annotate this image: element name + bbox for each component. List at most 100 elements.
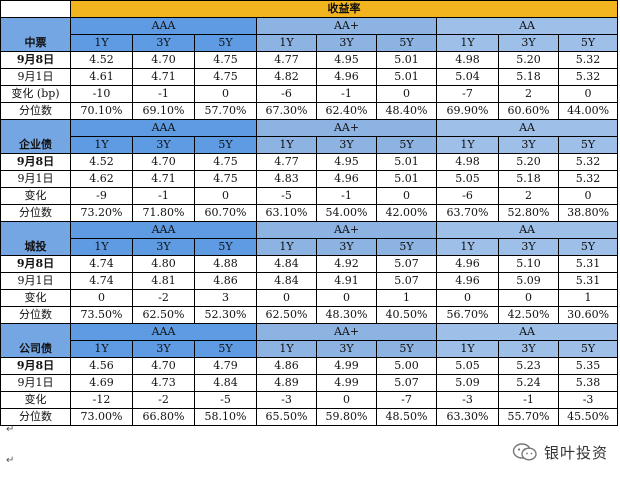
data-cell: 4.74	[70, 272, 133, 290]
row-label: 变化	[0, 289, 71, 307]
data-cell: 4.75	[194, 170, 257, 188]
table-row: 9月8日 4.74 4.80 4.88 4.84 4.92 5.07 4.96 5.10 5.31	[0, 255, 619, 273]
data-cell: 48.30%	[316, 306, 377, 324]
data-cell: 4.96	[436, 272, 499, 290]
data-cell: 48.50%	[376, 408, 437, 426]
rating-group-header: AA+	[256, 17, 437, 35]
row-label: 分位数	[0, 102, 71, 120]
data-cell: 4.96	[316, 170, 377, 188]
section-blank-cell: 企业债	[0, 119, 71, 154]
data-cell: 5.20	[498, 153, 559, 171]
data-cell: 5.07	[376, 374, 437, 392]
data-cell: 4.56	[70, 357, 133, 375]
row-label: 变化	[0, 187, 71, 205]
data-cell: 5.01	[376, 170, 437, 188]
data-cell: 45.50%	[557, 408, 619, 426]
data-cell: 0	[316, 289, 377, 307]
data-cell: 40.50%	[376, 306, 437, 324]
data-cell: 4.70	[132, 153, 195, 171]
data-cell: 52.80%	[498, 204, 559, 222]
data-cell: 4.69	[70, 374, 133, 392]
table-row: 分位数 70.10% 69.10% 57.70% 67.30% 62.40% 48.40% 6…	[0, 102, 619, 120]
data-cell: 5.01	[376, 51, 437, 69]
tenor-header: 1Y	[436, 136, 499, 154]
data-cell: 4.80	[132, 255, 195, 273]
rating-group-row: 公司债 AAA AA+ AA	[0, 323, 619, 358]
data-cell: 4.73	[132, 374, 195, 392]
tenor-header: 5Y	[557, 136, 619, 154]
data-cell: 4.75	[194, 51, 257, 69]
data-cell: -1	[132, 85, 195, 103]
rating-group-row: 中票 AAA AA+ AA	[0, 17, 619, 52]
data-cell: 0	[376, 85, 437, 103]
table-row: 9月1日 4.61 4.71 4.75 4.82 4.96 5.01 5.04 5.18 5.32	[0, 68, 619, 86]
data-cell: 5.01	[376, 68, 437, 86]
tenor-header: 1Y	[256, 34, 317, 52]
data-cell: 4.70	[132, 51, 195, 69]
data-cell: 4.70	[132, 357, 195, 375]
data-cell: -1	[316, 85, 377, 103]
data-cell: -2	[132, 391, 195, 409]
section-blank-cell: 城投	[0, 221, 71, 256]
data-cell: 73.00%	[70, 408, 133, 426]
rating-group-header: AA	[435, 17, 619, 35]
yield-table: 收益率 中票 AAA AA+ AA 1Y 3Y 5Y 1Y 3Y 5Y 1Y 3Y 5Y 9月8日 4.52…	[0, 0, 619, 426]
data-cell: 0	[316, 391, 377, 409]
data-cell: 52.30%	[194, 306, 257, 324]
data-cell: 4.86	[256, 357, 317, 375]
tenor-header: 1Y	[70, 340, 133, 358]
rating-group-header: AA+	[256, 119, 437, 137]
yield-title: 收益率	[69, 0, 619, 18]
rating-group-header: AA+	[256, 323, 437, 341]
data-cell: 60.60%	[498, 102, 559, 120]
data-cell: 38.80%	[557, 204, 619, 222]
data-cell: 0	[498, 289, 559, 307]
row-label: 9月1日	[0, 374, 71, 392]
data-cell: 0	[557, 85, 619, 103]
tenor-row: 1Y 3Y 5Y 1Y 3Y 5Y 1Y 3Y 5Y	[1, 340, 619, 358]
data-cell: 44.00%	[557, 102, 619, 120]
data-cell: 5.31	[557, 255, 619, 273]
row-label: 分位数	[0, 408, 71, 426]
section-name: 公司债	[19, 342, 52, 355]
corner-cell	[0, 0, 71, 18]
data-cell: 63.70%	[436, 204, 499, 222]
table-row: 变化 (bp) -10 -1 0 -6 -1 0 -7 2 0	[0, 85, 619, 103]
data-cell: 63.30%	[436, 408, 499, 426]
data-cell: 5.05	[436, 170, 499, 188]
data-cell: 0	[436, 289, 499, 307]
tenor-header: 1Y	[70, 238, 133, 256]
tenor-header: 5Y	[557, 34, 619, 52]
paragraph-mark: ↵	[6, 455, 15, 466]
data-cell: 60.70%	[194, 204, 257, 222]
data-cell: 5.01	[376, 153, 437, 171]
data-cell: 2	[498, 187, 559, 205]
data-cell: 70.10%	[70, 102, 133, 120]
data-cell: -6	[256, 85, 317, 103]
tenor-header: 5Y	[376, 238, 437, 256]
table-row: 9月1日 4.69 4.73 4.84 4.89 4.99 5.07 5.09 5.24 5.38	[0, 374, 619, 392]
data-cell: 4.84	[256, 272, 317, 290]
data-cell: -10	[70, 85, 133, 103]
data-cell: 42.50%	[498, 306, 559, 324]
data-cell: 4.77	[256, 153, 317, 171]
data-cell: 4.75	[194, 68, 257, 86]
data-cell: -3	[557, 391, 619, 409]
row-label: 变化 (bp)	[0, 85, 71, 103]
row-label: 分位数	[0, 204, 71, 222]
table-row: 变化 -9 -1 0 -5 -1 0 -6 2 0	[0, 187, 619, 205]
data-cell: 5.23	[498, 357, 559, 375]
data-cell: -7	[376, 391, 437, 409]
data-cell: 4.96	[436, 255, 499, 273]
data-cell: -12	[70, 391, 133, 409]
data-cell: 4.74	[70, 255, 133, 273]
tenor-header: 1Y	[70, 34, 133, 52]
data-cell: -1	[316, 187, 377, 205]
table-row: 9月1日 4.62 4.71 4.75 4.83 4.96 5.01 5.05 5.18 5.32	[0, 170, 619, 188]
rating-group-header: AA	[435, 119, 619, 137]
rating-group-header: AAA	[70, 323, 257, 341]
tenor-row: 1Y 3Y 5Y 1Y 3Y 5Y 1Y 3Y 5Y	[1, 136, 619, 154]
data-cell: 5.38	[557, 374, 619, 392]
data-cell: 4.99	[316, 357, 377, 375]
tenor-header: 3Y	[132, 340, 195, 358]
